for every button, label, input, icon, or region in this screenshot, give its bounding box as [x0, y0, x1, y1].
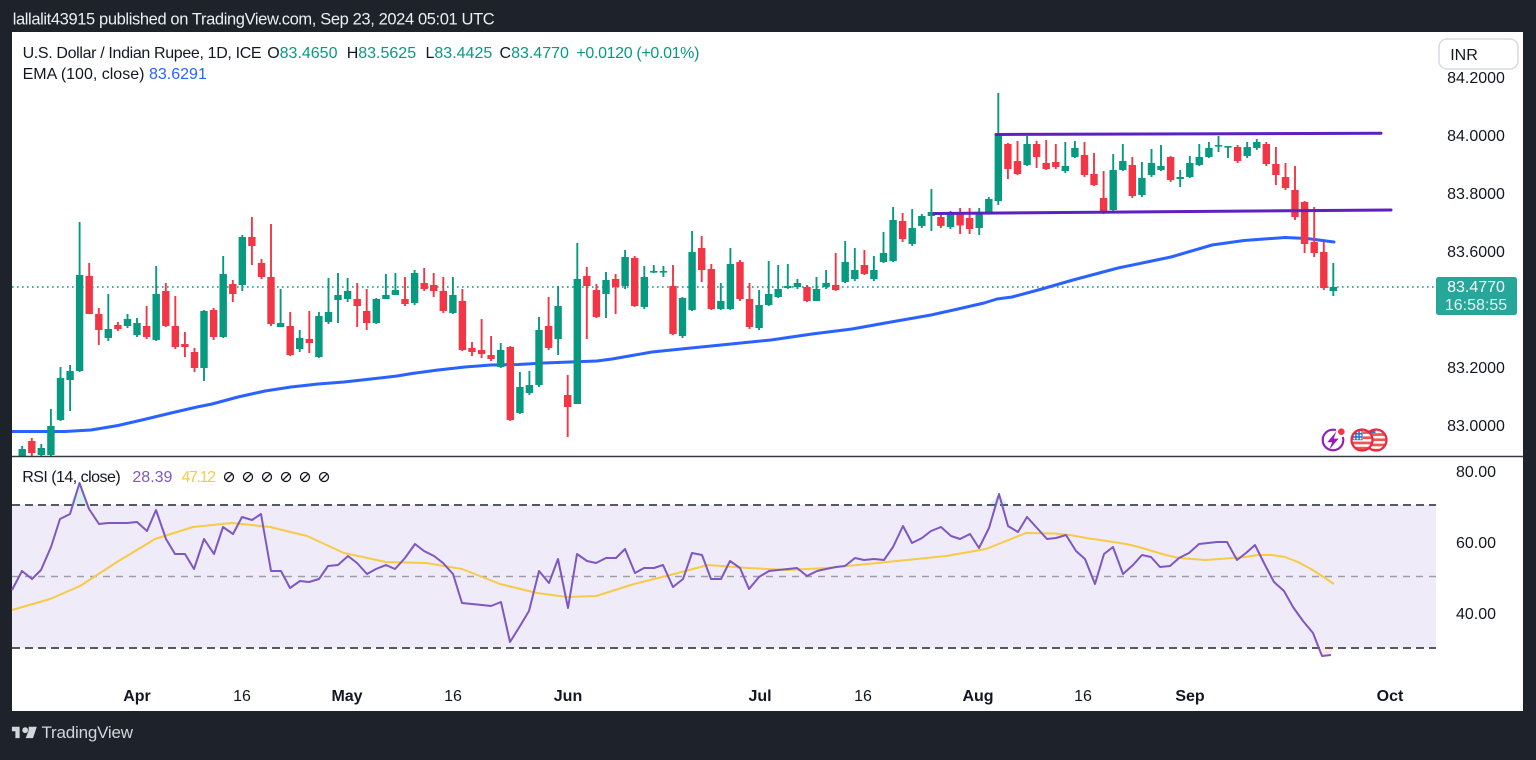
svg-text:83.6291: 83.6291	[149, 66, 207, 83]
svg-text:40.00: 40.00	[1456, 606, 1496, 623]
svg-text:83.8000: 83.8000	[1447, 186, 1505, 203]
svg-text:C83.4770: C83.4770	[500, 45, 570, 62]
svg-text:28.39: 28.39	[132, 469, 172, 486]
svg-text:+0.0120 (+0.01%): +0.0120 (+0.01%)	[576, 45, 699, 62]
svg-text:EMA (100, close): EMA (100, close)	[23, 66, 145, 83]
svg-text:84.0000: 84.0000	[1447, 128, 1505, 145]
svg-text:May: May	[331, 688, 362, 705]
svg-text:INR: INR	[1450, 47, 1478, 64]
svg-text:O83.4650: O83.4650	[267, 45, 337, 62]
svg-text:Apr: Apr	[123, 688, 151, 705]
svg-text:83.2000: 83.2000	[1447, 360, 1505, 377]
svg-text:Aug: Aug	[962, 688, 993, 705]
svg-text:U.S. Dollar / Indian Rupee, 1D: U.S. Dollar / Indian Rupee, 1D, ICE	[23, 45, 262, 62]
svg-text:47.12: 47.12	[182, 469, 217, 486]
svg-text:Jun: Jun	[554, 688, 582, 705]
svg-text:RSI (14, close): RSI (14, close)	[22, 469, 121, 486]
svg-text:83.0000: 83.0000	[1447, 418, 1505, 435]
svg-text:16:58:55: 16:58:55	[1445, 297, 1507, 314]
svg-text:lallalit43915 published on Tra: lallalit43915 published on TradingView.c…	[13, 11, 495, 29]
svg-text:TradingView: TradingView	[42, 723, 134, 742]
svg-text:H83.5625: H83.5625	[347, 45, 417, 62]
svg-text:16: 16	[444, 688, 462, 705]
svg-text:60.00: 60.00	[1456, 535, 1496, 552]
svg-text:L83.4425: L83.4425	[426, 45, 493, 62]
svg-text:16: 16	[854, 688, 872, 705]
svg-text:83.6000: 83.6000	[1447, 244, 1505, 261]
svg-text:80.00: 80.00	[1456, 464, 1496, 481]
svg-text:84.2000: 84.2000	[1447, 70, 1505, 87]
svg-text:Jul: Jul	[748, 688, 771, 705]
svg-text:16: 16	[1074, 688, 1092, 705]
svg-text:Oct: Oct	[1377, 688, 1404, 705]
svg-text:83.4770: 83.4770	[1447, 279, 1505, 296]
svg-text:16: 16	[233, 688, 251, 705]
svg-text:Sep: Sep	[1175, 688, 1205, 705]
